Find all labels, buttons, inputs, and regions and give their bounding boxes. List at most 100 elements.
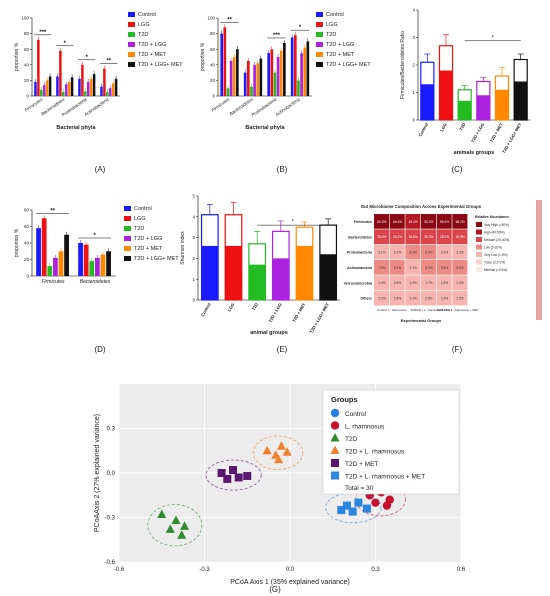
- panel-A-bar: [67, 81, 71, 96]
- panel-F-cell-value: 2.5%: [457, 297, 464, 301]
- panel-C-bar-fill: [514, 81, 528, 120]
- panel-B-bar: [236, 49, 239, 96]
- panel-B-x-tick-label: Actinobacteria: [274, 96, 301, 117]
- panel-E-y-tick-label: 1: [192, 277, 195, 282]
- panel-E-bar-fill: [248, 264, 266, 300]
- panel-F-legend-title: Relative Abundance: [475, 215, 509, 219]
- panel-G-point: [354, 498, 363, 507]
- panel-D-y-tick-label: 40: [24, 241, 30, 246]
- panel-A-y-tick-label: 20: [24, 78, 30, 83]
- panel-F-cell-value: 8.0%: [410, 251, 417, 255]
- panel-G-point: [276, 441, 286, 450]
- panel-F-cell: [421, 229, 437, 245]
- panel-F-cell-value: 2.6%: [425, 297, 432, 301]
- panel-C-y-tick-label: 0: [412, 118, 415, 123]
- panel-C-bar-fill: [458, 100, 472, 120]
- panel-F-cell: [389, 275, 405, 291]
- panel-G-legend-label: T2D: [345, 436, 358, 443]
- panel-A-significance-mark: **: [106, 59, 111, 65]
- legend-swatch: [124, 236, 131, 241]
- panel-E-x-label: animal groups: [250, 330, 288, 336]
- panel-G-y-tick-label: -0.6: [105, 560, 116, 566]
- legend-swatch: [124, 226, 131, 231]
- panel-C-x-tick-label: Control: [417, 122, 429, 137]
- panel-B-bar: [276, 57, 280, 96]
- panel-F-cell: [436, 260, 452, 275]
- panel-G-legend-marker: [330, 433, 340, 442]
- panel-label: (B): [277, 165, 288, 174]
- panel-E-bar-fill: [272, 258, 290, 300]
- panel-F-col-label: T2D + L. rhamnosus: [415, 308, 443, 312]
- panel-G-x-tick-label: -0.3: [199, 567, 210, 573]
- panel-F-legend-swatch: [476, 229, 482, 235]
- panel-F-cell: [452, 275, 468, 291]
- panel-B-significance-mark: ***: [273, 33, 281, 39]
- panel-G-x-tick-label: 0.0: [286, 567, 295, 573]
- panel-G-legend-label: T2D + L. rhamnosus: [345, 449, 405, 456]
- panel-F-cell: [421, 260, 437, 275]
- panel-A-bar: [37, 39, 40, 96]
- panel-B-bar: [290, 37, 294, 96]
- panel-E-significance-mark: *: [291, 220, 294, 226]
- panel-F-col-label: T2D + L. rhamnosus + MET: [442, 308, 479, 312]
- legend-label: T2D + LGG+ MET: [134, 256, 179, 262]
- panel-label: (D): [94, 345, 105, 354]
- panel-F-legend-swatch: [476, 237, 482, 242]
- legend-swatch: [124, 246, 131, 251]
- panel-E-y-tick-label: 4: [192, 214, 195, 219]
- panel-E-x-tick-label: T2D + MET: [291, 302, 306, 324]
- panel-D-bar: [36, 228, 41, 276]
- panel-A-y-tick-label: 40: [24, 62, 30, 67]
- legend-swatch: [124, 216, 131, 221]
- panel-F-legend-label: High (40-50%): [484, 231, 505, 235]
- legend-swatch: [128, 42, 135, 47]
- panel-B-bar: [297, 80, 300, 96]
- panel-G-point: [217, 469, 226, 477]
- panel-F-legend-label: Very High (>50%): [484, 223, 509, 227]
- panel-B-y-tick-label: 20: [210, 78, 216, 83]
- panel-F-cell-value: 1.7%: [425, 281, 432, 285]
- panel-F-cell: [389, 290, 405, 306]
- panel-F-cell-value: 2.4%: [378, 281, 385, 285]
- panel-G-point: [165, 524, 175, 533]
- panel-A-bar: [48, 76, 52, 96]
- legend-label: T2D + LGG+ MET: [326, 62, 371, 68]
- panel-B-significance-mark: **: [227, 17, 232, 23]
- panel-D-bar: [95, 257, 100, 276]
- panel-F-legend-label: Very Low (1-5%): [484, 253, 508, 257]
- panel-F-cell-value: 2.2%: [394, 251, 401, 255]
- panel-D-significance-mark: **: [50, 208, 55, 214]
- panel-F-cell-value: 26.5%: [456, 235, 465, 239]
- panel-B-significance-mark: *: [299, 25, 302, 31]
- panel-F-legend-swatch: [476, 267, 482, 272]
- panel-F-cell-value: 5.0%: [425, 266, 432, 270]
- panel-G-x-label: PCoA Axis 1 (35% explained variance): [230, 579, 349, 586]
- panel-B-bar: [300, 53, 303, 96]
- legend-swatch: [316, 32, 323, 37]
- panel-C-x-tick-label: T2D + LGG: [470, 122, 485, 143]
- legend-label: T2D + MET: [138, 52, 167, 58]
- panel-F-legend-label: Minimal (<0.5%): [484, 268, 507, 272]
- panel-E-y-tick-label: 5: [192, 194, 195, 199]
- panel-D-bar: [100, 254, 106, 276]
- panel-F-cell: [436, 244, 452, 260]
- panel-E-bar-fill: [225, 245, 242, 300]
- panel-D-bar: [47, 266, 53, 276]
- panel-F-colorbar: [536, 200, 542, 320]
- panel-G-legend-marker: [330, 408, 340, 418]
- panel-F-cell: [436, 275, 452, 291]
- panel-G-legend-box: [322, 389, 460, 495]
- panel-C-bar-fill: [439, 70, 453, 120]
- panel-G-point: [348, 507, 357, 516]
- panel-B-bar: [267, 53, 271, 96]
- panel-F-cell-value: 20.1%: [393, 235, 402, 239]
- panel-G-legend-label: T2D + MET: [345, 461, 378, 468]
- legend-label: T2D + MET: [326, 52, 355, 58]
- legend-swatch: [316, 22, 323, 27]
- panel-A-bar: [103, 68, 106, 96]
- panel-F-cell-value: 58.2%: [456, 220, 465, 224]
- panel-F-cell: [405, 244, 421, 260]
- panel-F-cell-value: 5.6%: [441, 266, 448, 270]
- panel-B-y-tick-label: 40: [210, 62, 216, 67]
